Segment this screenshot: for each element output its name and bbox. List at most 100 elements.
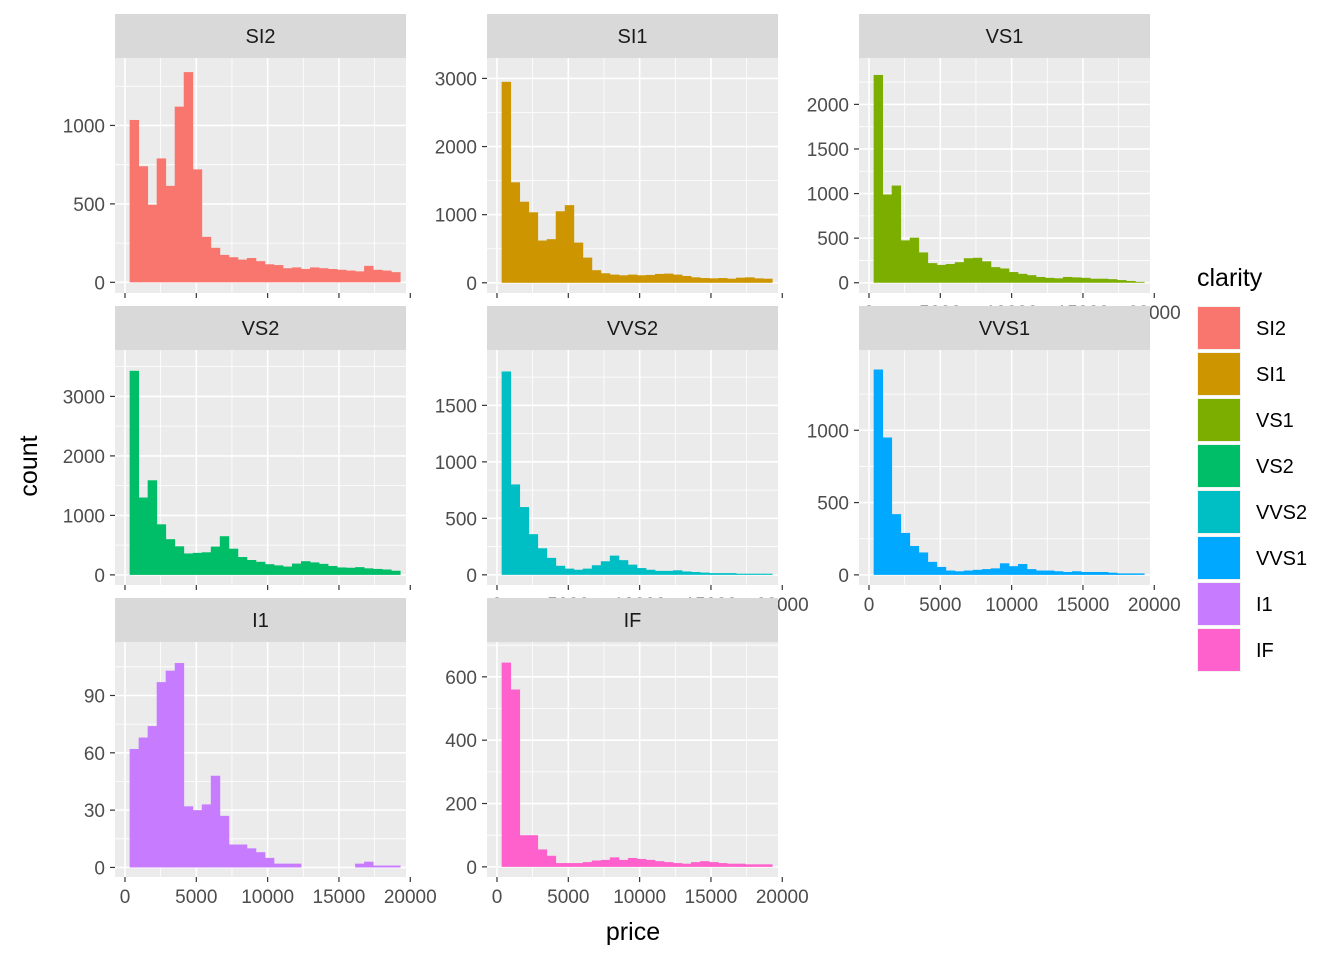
histogram-bar [627, 564, 638, 575]
y-axis: 0 30 60 90 [84, 686, 115, 879]
histogram-bar [609, 274, 620, 283]
histogram-bar [201, 236, 212, 283]
histogram-bar [355, 567, 365, 575]
facet-si2: SI2 0 500 1000 [63, 14, 412, 298]
x-tick-label: 20000 [1128, 595, 1181, 616]
y-tick-label: 2000 [63, 447, 105, 468]
y-tick-label: 0 [466, 566, 477, 587]
histogram-bar [900, 532, 911, 575]
y-axis: 0 500 1000 [807, 421, 859, 587]
histogram-bar [1090, 571, 1100, 575]
histogram-bar [555, 211, 566, 283]
histogram-bar [264, 857, 275, 868]
histogram-bar [510, 484, 521, 575]
histogram-bar [300, 561, 311, 575]
histogram-bar [1108, 279, 1118, 283]
histogram-bar [174, 546, 185, 575]
histogram-bar [282, 566, 293, 575]
histogram-bar [873, 74, 884, 283]
x-tick-label: 0 [864, 595, 875, 616]
histogram-bar [1117, 573, 1127, 575]
facet-strip-label: VS1 [986, 26, 1024, 48]
histogram-bar [645, 859, 656, 867]
histogram-bar [537, 548, 548, 575]
x-tick-label: 0 [492, 887, 503, 908]
y-tick-label: 1000 [807, 185, 849, 206]
histogram-bar [1008, 272, 1019, 283]
legend-label: VS2 [1256, 456, 1294, 478]
histogram-bar [681, 571, 692, 575]
legend-label: VS1 [1256, 410, 1294, 432]
histogram-bar [654, 570, 665, 575]
histogram-bar [591, 860, 602, 867]
histogram-bar [600, 273, 611, 283]
histogram-bar [700, 278, 710, 283]
histogram-bar [1026, 569, 1037, 575]
histogram-bar [1135, 281, 1145, 283]
y-tick-label: 2000 [807, 95, 849, 116]
facet-strip-label: VVS1 [979, 318, 1030, 340]
histogram-bar [156, 682, 167, 868]
y-axis: 0 1000 2000 3000 [435, 69, 487, 295]
histogram-bars [501, 662, 773, 867]
histogram-bar [700, 572, 710, 575]
histogram-bar [573, 863, 584, 867]
histogram-bar [1035, 276, 1046, 283]
histogram-bar [346, 567, 356, 575]
histogram-bar [618, 275, 629, 283]
histogram-bar [364, 568, 374, 575]
y-tick-label: 3000 [63, 387, 105, 408]
histogram-bar [999, 268, 1010, 283]
y-axis-title: count [15, 435, 43, 496]
y-axis: 0 1000 2000 3000 [63, 387, 115, 587]
x-tick-label: 15000 [1057, 595, 1110, 616]
histogram-bar [528, 534, 539, 575]
y-tick-label: 500 [817, 494, 849, 515]
histogram-bars [501, 81, 773, 283]
histogram-bar [736, 277, 746, 283]
histogram-bar [129, 748, 140, 868]
y-tick-label: 0 [94, 273, 105, 294]
histogram-bar [201, 552, 212, 575]
histogram-bar [319, 268, 329, 283]
histogram-bar [273, 565, 284, 575]
histogram-bar [745, 864, 755, 867]
legend-key-swatch [1198, 537, 1240, 579]
y-tick-label: 1500 [807, 140, 849, 161]
histogram-bars [129, 370, 401, 575]
histogram-bar [546, 855, 557, 867]
histogram-bar [237, 259, 248, 283]
y-tick-label: 1500 [435, 396, 477, 417]
legend-key-swatch [1198, 399, 1240, 441]
y-tick-label: 0 [94, 566, 105, 587]
histogram-bar [927, 561, 938, 575]
histogram-bar [246, 258, 257, 283]
histogram-bar [564, 863, 575, 867]
histogram-bar [564, 205, 575, 283]
y-tick-label: 3000 [435, 69, 477, 90]
histogram-bar [264, 264, 275, 283]
histogram-bar [210, 546, 221, 575]
histogram-bar [672, 274, 683, 283]
histogram-bar [1053, 278, 1064, 283]
histogram-bar [763, 573, 773, 575]
histogram-bar [1090, 278, 1100, 283]
histogram-bar [709, 862, 719, 867]
histogram-bar [319, 563, 329, 575]
facet-strip [115, 14, 406, 58]
histogram-bar [282, 863, 293, 868]
histogram-bar [147, 480, 158, 575]
histogram-bar [691, 277, 701, 283]
facet-strip [487, 598, 778, 642]
histogram-bar [691, 572, 701, 575]
histogram-bar [763, 864, 773, 867]
histogram-bar [246, 848, 257, 868]
histogram-bar [609, 857, 620, 867]
histogram-bars [501, 371, 773, 575]
histogram-bar [700, 861, 710, 867]
histogram-bar [582, 568, 593, 575]
histogram-bar [1017, 564, 1028, 575]
legend-item-i1: I1 [1197, 582, 1273, 626]
histogram-bar [918, 252, 929, 283]
